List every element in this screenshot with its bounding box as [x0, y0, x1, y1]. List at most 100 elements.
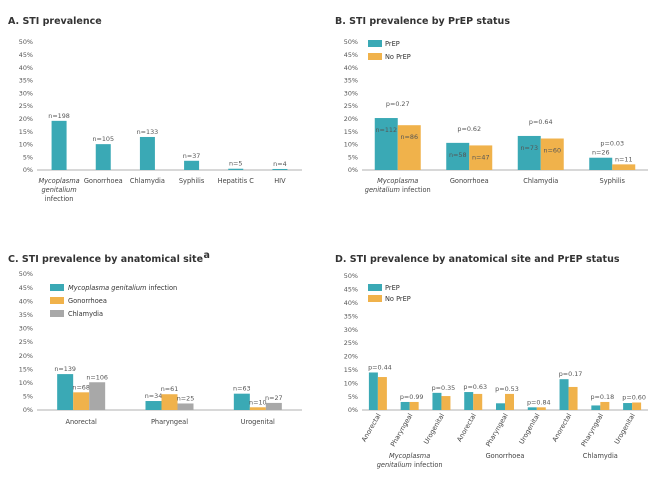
y-tick-label: 10% — [19, 379, 33, 387]
p-value-label: p=0.53 — [495, 385, 519, 393]
y-tick-label: 20% — [19, 352, 33, 360]
legend-swatch — [50, 310, 64, 317]
legend-swatch — [368, 53, 382, 60]
x-site-label: Urogenital — [613, 412, 637, 446]
data-label: n=86 — [400, 133, 418, 141]
data-label: n=5 — [229, 160, 242, 168]
y-tick-label: 10% — [344, 379, 358, 387]
legend-label: PrEP — [385, 40, 400, 48]
y-tick-label: 30% — [344, 89, 358, 97]
p-value-label: p=0.84 — [527, 398, 551, 406]
legend-swatch — [368, 284, 382, 291]
x-category-label: Chlamydia — [523, 177, 558, 185]
y-tick-label: 50% — [344, 38, 358, 46]
bar-noprep — [409, 401, 419, 410]
p-value-label: p=0.35 — [432, 384, 456, 392]
p-value-label: p=0.99 — [400, 393, 424, 401]
bar — [184, 160, 200, 170]
group-label: genitalium infection — [377, 461, 443, 469]
x-category-label: genitalium — [42, 186, 77, 194]
bar-chla — [265, 402, 282, 410]
bar-noprep — [397, 125, 421, 170]
bar — [139, 136, 155, 170]
bar-noprep — [540, 138, 564, 170]
y-tick-label: 0% — [23, 166, 33, 174]
y-tick-label: 30% — [19, 325, 33, 333]
legend-swatch — [50, 297, 64, 304]
x-category-label: Hepatitis C — [218, 177, 255, 185]
x-site-label: Urogenital — [422, 412, 446, 446]
x-category-label: HIV — [274, 177, 286, 185]
y-tick-label: 50% — [19, 38, 33, 46]
y-tick-label: 20% — [344, 353, 358, 361]
bar-gono — [73, 392, 90, 410]
p-value-label: p=0.63 — [463, 383, 487, 391]
bar-noprep — [600, 401, 610, 410]
y-tick-label: 40% — [19, 297, 33, 305]
x-category-label: Mycoplasma — [38, 177, 79, 185]
y-tick-label: 15% — [19, 128, 33, 136]
group-label: Chlamydia — [583, 452, 618, 460]
y-tick-label: 15% — [19, 365, 33, 373]
y-tick-label: 25% — [19, 102, 33, 110]
p-value-label: p=0.44 — [368, 363, 392, 371]
y-tick-label: 45% — [344, 286, 358, 294]
y-tick-label: 5% — [23, 153, 33, 161]
group-label: Gonorrhoea — [486, 452, 525, 460]
data-label: n=58 — [449, 151, 467, 159]
bar-gono — [249, 407, 266, 410]
data-label: n=37 — [183, 152, 201, 160]
data-label: n=105 — [92, 135, 114, 143]
x-category-label: Pharyngeal — [151, 418, 188, 426]
y-tick-label: 45% — [19, 284, 33, 292]
y-tick-label: 25% — [19, 338, 33, 346]
bar-chla — [177, 403, 194, 410]
y-tick-label: 0% — [348, 406, 358, 414]
y-tick-label: 50% — [19, 270, 33, 278]
p-value-label: p=0.18 — [591, 393, 615, 401]
bar — [228, 168, 244, 170]
data-label: n=34 — [145, 392, 163, 400]
bar-prep — [368, 372, 378, 410]
bar-prep — [591, 405, 601, 410]
y-tick-label: 10% — [19, 141, 33, 149]
p-value-label: p=0.27 — [386, 100, 410, 108]
bar — [95, 144, 111, 170]
bar-noprep — [612, 164, 636, 170]
y-tick-label: 40% — [19, 64, 33, 72]
y-tick-label: 0% — [348, 166, 358, 174]
x-category-label: infection — [45, 195, 74, 203]
x-category-label: Syphilis — [179, 177, 205, 185]
data-label: n=63 — [233, 385, 251, 393]
bar-gono — [161, 394, 178, 410]
data-label: n=198 — [48, 112, 70, 120]
x-category-label: genitalium infection — [365, 186, 431, 194]
p-value-label: p=0.64 — [529, 118, 553, 126]
y-tick-label: 35% — [19, 311, 33, 319]
bar-noprep — [505, 393, 514, 410]
legend-label: Mycoplasma genitalium infection — [68, 284, 177, 292]
p-value-label: p=0.62 — [457, 125, 481, 133]
y-tick-label: 20% — [344, 115, 358, 123]
y-tick-label: 20% — [19, 115, 33, 123]
data-label: n=73 — [520, 144, 538, 152]
chart-title: C. STI prevalence by anatomical site — [8, 254, 203, 265]
p-value-label: p=0.03 — [600, 140, 624, 148]
bar-myco — [57, 374, 74, 410]
bar — [51, 120, 67, 170]
y-tick-label: 0% — [23, 406, 33, 414]
y-tick-label: 30% — [344, 326, 358, 334]
y-tick-label: 35% — [344, 312, 358, 320]
x-category-label: Urogenital — [241, 418, 275, 426]
data-label: n=61 — [161, 385, 179, 393]
bar-prep — [527, 407, 537, 410]
chart-title: A. STI prevalence — [8, 16, 102, 27]
bar-myco — [233, 393, 250, 410]
y-tick-label: 10% — [344, 141, 358, 149]
x-category-label: Syphilis — [600, 177, 626, 185]
y-tick-label: 25% — [344, 102, 358, 110]
bar-noprep — [469, 145, 493, 170]
data-label: n=25 — [177, 394, 195, 402]
x-site-label: Anorectal — [551, 412, 574, 443]
